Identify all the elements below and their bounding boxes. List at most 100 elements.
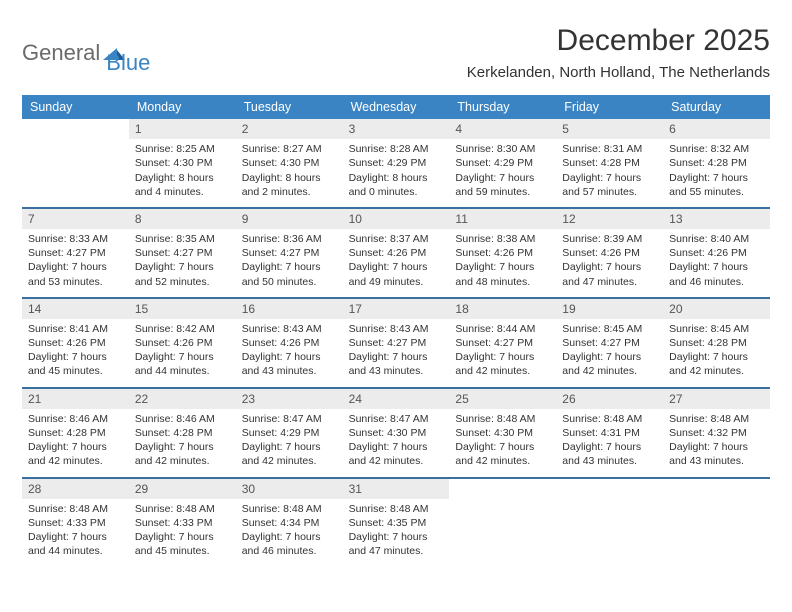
day-cell: 4Sunrise: 8:30 AMSunset: 4:29 PMDaylight… xyxy=(449,119,556,207)
day-cell: 17Sunrise: 8:43 AMSunset: 4:27 PMDayligh… xyxy=(343,299,450,387)
day-info: Sunrise: 8:45 AMSunset: 4:28 PMDaylight:… xyxy=(669,322,764,379)
sunrise-text: Sunrise: 8:35 AM xyxy=(135,232,230,246)
day-info: Sunrise: 8:36 AMSunset: 4:27 PMDaylight:… xyxy=(242,232,337,289)
sunset-text: Sunset: 4:26 PM xyxy=(135,336,230,350)
sunset-text: Sunset: 4:28 PM xyxy=(135,426,230,440)
daylight-text: Daylight: 7 hours and 44 minutes. xyxy=(28,530,123,558)
day-cell: . xyxy=(22,119,129,207)
header: General Blue December 2025 Kerkelanden, … xyxy=(22,24,770,81)
day-info: Sunrise: 8:48 AMSunset: 4:31 PMDaylight:… xyxy=(562,412,657,469)
day-info: Sunrise: 8:46 AMSunset: 4:28 PMDaylight:… xyxy=(28,412,123,469)
sunrise-text: Sunrise: 8:44 AM xyxy=(455,322,550,336)
day-info: Sunrise: 8:44 AMSunset: 4:27 PMDaylight:… xyxy=(455,322,550,379)
daylight-text: Daylight: 7 hours and 47 minutes. xyxy=(349,530,444,558)
sunset-text: Sunset: 4:26 PM xyxy=(28,336,123,350)
week-row: 21Sunrise: 8:46 AMSunset: 4:28 PMDayligh… xyxy=(22,389,770,479)
sunset-text: Sunset: 4:33 PM xyxy=(28,516,123,530)
day-number: 19 xyxy=(556,299,663,319)
sunrise-text: Sunrise: 8:25 AM xyxy=(135,142,230,156)
sunset-text: Sunset: 4:31 PM xyxy=(562,426,657,440)
day-cell: 21Sunrise: 8:46 AMSunset: 4:28 PMDayligh… xyxy=(22,389,129,477)
day-number: 30 xyxy=(236,479,343,499)
day-cell: 29 Sunrise: 8:48 AMSunset: 4:33 PMDayligh… xyxy=(129,479,236,567)
day-number: 16 xyxy=(236,299,343,319)
day-info: Sunrise: 8:41 AMSunset: 4:26 PMDaylight:… xyxy=(28,322,123,379)
day-cell: 3Sunrise: 8:28 AMSunset: 4:29 PMDaylight… xyxy=(343,119,450,207)
sunrise-text: Sunrise: 8:47 AM xyxy=(349,412,444,426)
sunrise-text: Sunrise: 8:48 AM xyxy=(242,502,337,516)
day-number: 22 xyxy=(129,389,236,409)
sunrise-text: Sunrise: 8:33 AM xyxy=(28,232,123,246)
day-cell: 6Sunrise: 8:32 AMSunset: 4:28 PMDaylight… xyxy=(663,119,770,207)
sunrise-text: Sunrise: 8:43 AM xyxy=(242,322,337,336)
daylight-text: Daylight: 7 hours and 43 minutes. xyxy=(562,440,657,468)
daylight-text: Daylight: 7 hours and 42 minutes. xyxy=(242,440,337,468)
sunrise-text: Sunrise: 8:40 AM xyxy=(669,232,764,246)
day-cell: 25Sunrise: 8:48 AMSunset: 4:30 PMDayligh… xyxy=(449,389,556,477)
weekday-header: Friday xyxy=(556,95,663,119)
sunset-text: Sunset: 4:28 PM xyxy=(28,426,123,440)
sunset-text: Sunset: 4:32 PM xyxy=(669,426,764,440)
daylight-text: Daylight: 7 hours and 49 minutes. xyxy=(349,260,444,288)
daylight-text: Daylight: 7 hours and 50 minutes. xyxy=(242,260,337,288)
sunrise-text: Sunrise: 8:48 AM xyxy=(669,412,764,426)
daylight-text: Daylight: 7 hours and 47 minutes. xyxy=(562,260,657,288)
day-number: 8 xyxy=(129,209,236,229)
day-cell: 8Sunrise: 8:35 AMSunset: 4:27 PMDaylight… xyxy=(129,209,236,297)
day-number: 25 xyxy=(449,389,556,409)
day-cell: 13Sunrise: 8:40 AMSunset: 4:26 PMDayligh… xyxy=(663,209,770,297)
day-info: Sunrise: 8:43 AMSunset: 4:26 PMDaylight:… xyxy=(242,322,337,379)
sunrise-text: Sunrise: 8:32 AM xyxy=(669,142,764,156)
sunrise-text: Sunrise: 8:30 AM xyxy=(455,142,550,156)
sunset-text: Sunset: 4:28 PM xyxy=(669,156,764,170)
day-cell: 11Sunrise: 8:38 AMSunset: 4:26 PMDayligh… xyxy=(449,209,556,297)
weeks-container: .1 Sunrise: 8:25 AMSunset: 4:30 PM Dayligh… xyxy=(22,119,770,566)
sunrise-text: Sunrise: 8:48 AM xyxy=(455,412,550,426)
day-number: 1 xyxy=(129,119,236,139)
sunrise-text: Sunrise: 8:45 AM xyxy=(669,322,764,336)
day-info: Sunrise: 8:48 AMSunset: 4:33 PMDaylight:… xyxy=(135,502,230,559)
day-cell: 1Sunrise: 8:25 AMSunset: 4:30 PMDaylight… xyxy=(129,119,236,207)
sunrise-text: Sunrise: 8:47 AM xyxy=(242,412,337,426)
day-number: 24 xyxy=(343,389,450,409)
daylight-text: Daylight: 7 hours and 42 minutes. xyxy=(349,440,444,468)
daylight-text: Daylight: 7 hours and 42 minutes. xyxy=(669,350,764,378)
daylight-text: Daylight: 7 hours and 48 minutes. xyxy=(455,260,550,288)
sunrise-text: Sunrise: 8:27 AM xyxy=(242,142,337,156)
sunset-text: Sunset: 4:27 PM xyxy=(242,246,337,260)
sunrise-text: Sunrise: 8:48 AM xyxy=(28,502,123,516)
sunrise-text: Sunrise: 8:48 AM xyxy=(135,502,230,516)
sunset-text: Sunset: 4:26 PM xyxy=(349,246,444,260)
day-number: 28 xyxy=(22,479,129,499)
day-number: 13 xyxy=(663,209,770,229)
logo-text-general: General xyxy=(22,40,100,66)
day-number: 6 xyxy=(663,119,770,139)
day-info: Sunrise: 8:38 AMSunset: 4:26 PMDaylight:… xyxy=(455,232,550,289)
day-number: 12 xyxy=(556,209,663,229)
day-info: Sunrise: 8:48 AMSunset: 4:34 PMDaylight:… xyxy=(242,502,337,559)
day-number: 4 xyxy=(449,119,556,139)
day-cell: 23Sunrise: 8:47 AMSunset: 4:29 PMDayligh… xyxy=(236,389,343,477)
day-number: 3 xyxy=(343,119,450,139)
daylight-text: Daylight: 7 hours and 42 minutes. xyxy=(135,440,230,468)
daylight-text: Daylight: 7 hours and 53 minutes. xyxy=(28,260,123,288)
sunset-text: Sunset: 4:26 PM xyxy=(562,246,657,260)
day-cell: 7Sunrise: 8:33 AMSunset: 4:27 PMDaylight… xyxy=(22,209,129,297)
weekday-header: Saturday xyxy=(663,95,770,119)
sunset-text: Sunset: 4:30 PM xyxy=(135,156,230,170)
day-cell: 24Sunrise: 8:47 AMSunset: 4:30 PMDayligh… xyxy=(343,389,450,477)
daylight-text: Daylight: 7 hours and 57 minutes. xyxy=(562,171,657,199)
sunset-text: Sunset: 4:33 PM xyxy=(135,516,230,530)
sunset-text: Sunset: 4:27 PM xyxy=(135,246,230,260)
day-number: 2 xyxy=(236,119,343,139)
sunrise-text: Sunrise: 8:37 AM xyxy=(349,232,444,246)
day-cell: 20Sunrise: 8:45 AMSunset: 4:28 PMDayligh… xyxy=(663,299,770,387)
daylight-text: Daylight: 7 hours and 59 minutes. xyxy=(455,171,550,199)
weekday-header: Sunday xyxy=(22,95,129,119)
weekday-header: Thursday xyxy=(449,95,556,119)
day-number: 29 xyxy=(129,479,236,499)
sunset-text: Sunset: 4:27 PM xyxy=(455,336,550,350)
day-cell: 16 Sunrise: 8:43 AMSunset: 4:26 PMDayligh… xyxy=(236,299,343,387)
day-number: 17 xyxy=(343,299,450,319)
sunrise-text: Sunrise: 8:48 AM xyxy=(349,502,444,516)
